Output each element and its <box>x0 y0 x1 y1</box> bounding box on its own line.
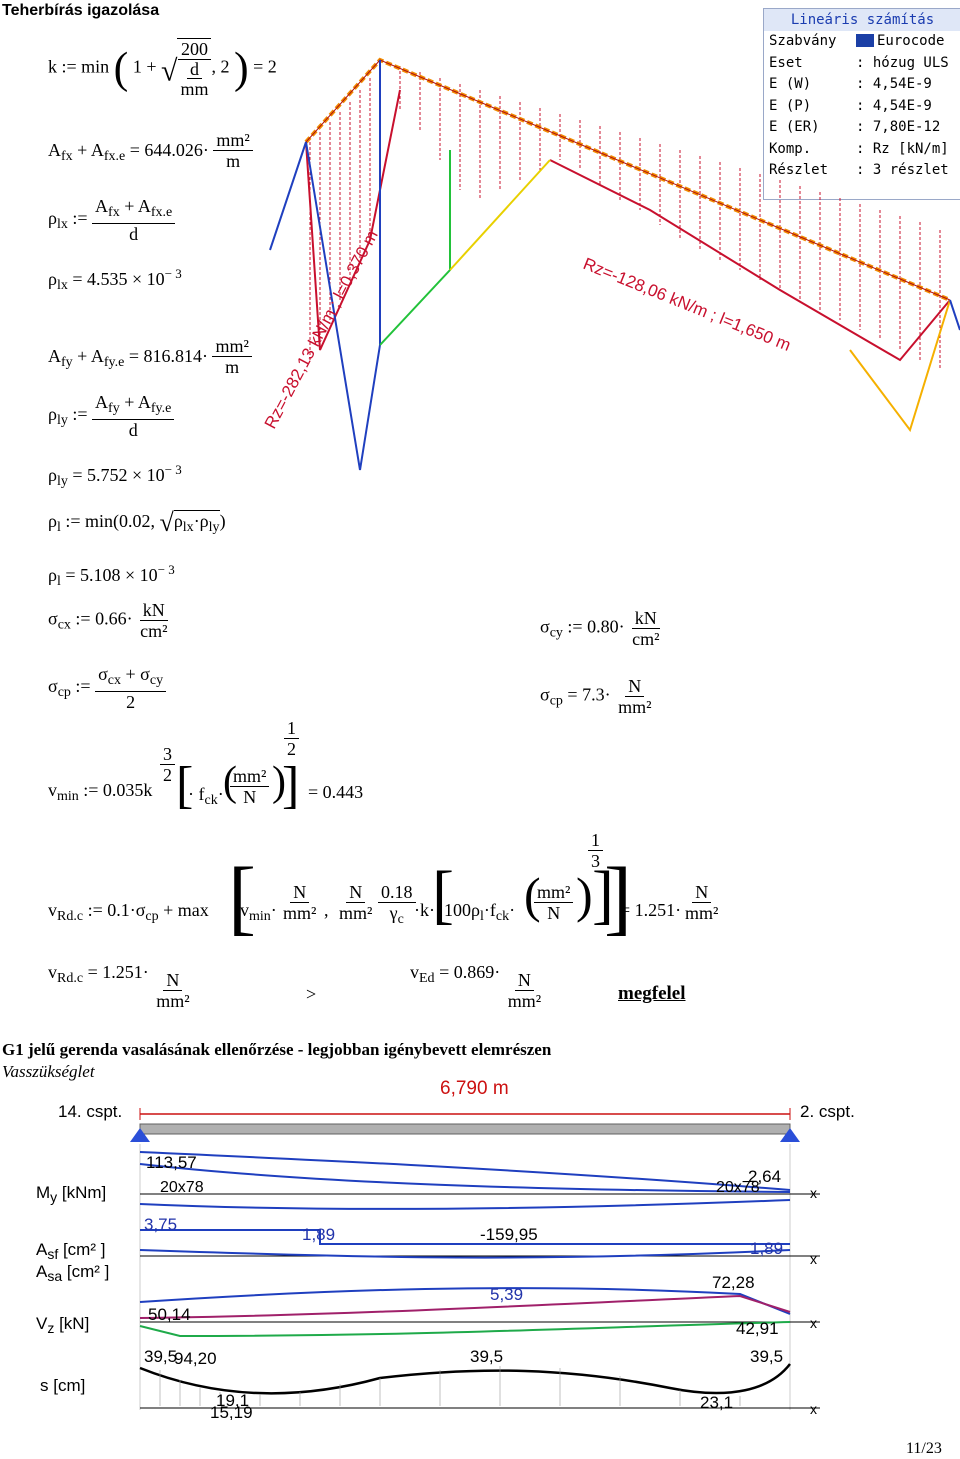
top-chord <box>304 57 951 302</box>
row-label-vz: Vz [kN] <box>36 1314 90 1336</box>
as-value-4: 1,89 <box>750 1239 783 1258</box>
diag-blue <box>305 141 381 471</box>
hatch-right <box>399 66 941 370</box>
diag-orange <box>849 299 951 433</box>
beam-body <box>139 1123 791 1135</box>
diag-yellow <box>449 159 551 271</box>
result-panel: Lineáris számítás Szabvány Eurocode Eset:… <box>763 8 960 200</box>
s-value-3: 39,5 <box>470 1347 503 1366</box>
vz-value-3: 50,14 <box>148 1305 191 1324</box>
panel-title: Lineáris számítás <box>764 9 960 31</box>
formula-rhol-result: ρl = 5.108 × 10− 3 <box>48 562 175 589</box>
s-value-6: 15,19 <box>210 1403 253 1420</box>
formula-rhol-def: ρl := min(0.02, √ρlx·ρly) <box>48 508 226 537</box>
my-value-2: 20x78 <box>160 1179 204 1196</box>
support-left-icon <box>130 1128 150 1142</box>
as-value-3: -159,95 <box>480 1225 538 1244</box>
s-axis: x <box>810 1401 817 1417</box>
verdict-label: megfelel <box>618 983 686 1004</box>
panel-row-ew: E (W): 4,54E-9 <box>769 76 932 92</box>
k-def: k := min <box>48 56 110 77</box>
formula-sigcy: σcy := 0.80· kN cm² <box>540 608 660 649</box>
vz-value-1: 5,39 <box>490 1285 523 1304</box>
as-value-2: 1,89 <box>302 1225 335 1244</box>
node-right-label: 2. cspt. <box>800 1102 855 1121</box>
formula-rholy-result: ρly = 5.752 × 10− 3 <box>48 462 182 489</box>
section2-subheading: Vasszükséglet <box>2 1062 95 1081</box>
s-value-2: 94,20 <box>174 1349 217 1368</box>
reaction-label-right: Rz=-128,06 kN/m ; l=1,650 m <box>581 254 794 355</box>
s-value-4: 39,5 <box>750 1347 783 1366</box>
panel-row-reszlet: Részlet: 3 részlet <box>769 162 949 178</box>
row-label-s: s [cm] <box>40 1376 86 1395</box>
reaction-label-left: Rz=-282,13 kN/m ; l=0,370 m <box>261 227 382 432</box>
s-value-5: 19,1 <box>216 1391 249 1410</box>
diag-green <box>379 150 451 346</box>
beam-diagram: 113,57 20x78 2,64 20x78 x 3,75 1,89 -159… <box>130 1108 820 1420</box>
row-label-my: My [kNm] <box>36 1183 107 1205</box>
panel-row-szabvany: Szabvány Eurocode <box>769 33 945 49</box>
vz-value-2: 72,28 <box>712 1273 755 1292</box>
span-length: 6,790 m <box>440 1078 509 1099</box>
node-left-label: 14. cspt. <box>58 1102 123 1121</box>
vz-axis: x <box>810 1315 817 1331</box>
my-value-4: 20x78 <box>716 1179 760 1196</box>
formula-rholx-result: ρlx = 4.535 × 10− 3 <box>48 266 182 293</box>
panel-row-eer: E (ER): 7,80E-12 <box>769 119 941 135</box>
my-value-1: 113,57 <box>146 1153 197 1172</box>
section2-heading: G1 jelű gerenda vasalásának ellenőrzése … <box>2 1040 552 1059</box>
blue-member <box>269 141 307 251</box>
red-envelope-2 <box>549 159 951 362</box>
panel-row-komp: Komp.: Rz [kN/m] <box>769 140 949 157</box>
gt-sign: > <box>306 984 317 1004</box>
formula-rholy-def: ρly := Afy + Afy.e d <box>48 392 175 440</box>
formula-rholx-def: ρlx := Afx + Afx.e d <box>48 196 176 244</box>
reaction-diagram: Rz=-282,13 kN/m ; l=0,370 m Rz=-128,06 k… <box>261 57 960 471</box>
eu-flag-icon <box>856 34 874 47</box>
s-value-7: 23,1 <box>700 1393 733 1412</box>
my-axis: x <box>810 1185 817 1201</box>
page-number: 11/23 <box>906 1440 942 1457</box>
vz-value-4: 42,91 <box>736 1319 779 1338</box>
my-value-3: 2,64 <box>748 1167 781 1186</box>
panel-row-ep: E (P): 4,54E-9 <box>769 97 932 114</box>
red-envelope <box>305 89 401 351</box>
as-value-1: 3,75 <box>144 1215 177 1234</box>
page-heading: Teherbírás igazolása <box>2 2 160 19</box>
formula-afy: Afy + Afy.e = 816.814· mm² m <box>48 336 252 377</box>
support-right-icon <box>780 1128 800 1142</box>
formula-k: k := min ( 1 + √ 200 d mm, 2 ) = 2 <box>48 38 277 99</box>
s-value-1: 39,5 <box>144 1347 177 1366</box>
end-member <box>949 299 960 331</box>
row-label-asf: Asf [cm² ] <box>36 1240 106 1262</box>
as-axis: x <box>810 1251 817 1267</box>
panel-row-eset: Eset: hózug ULS <box>769 54 949 71</box>
top-chord-dark <box>305 59 951 301</box>
formula-sigcp-def: σcp := σcx + σcy 2 <box>48 664 167 712</box>
formula-sigcx: σcx := 0.66· kN cm² <box>48 600 168 641</box>
formula-afx: Afx + Afx.e = 644.026· mm² m <box>48 130 253 171</box>
row-label-asa: Asa [cm² ] <box>36 1262 110 1284</box>
